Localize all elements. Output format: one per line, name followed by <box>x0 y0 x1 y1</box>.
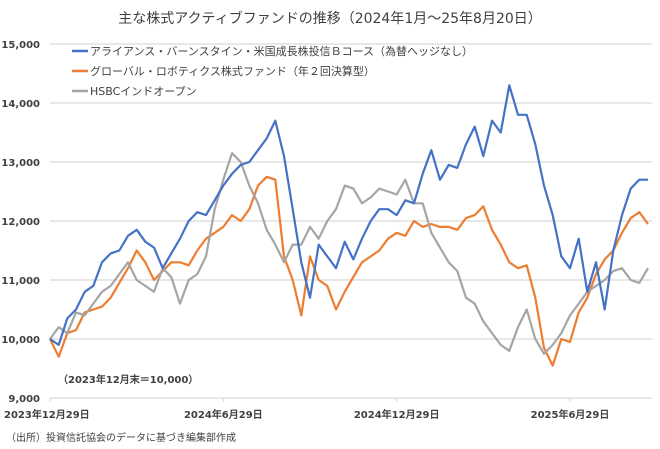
chart-title: 主な株式アクティブファンドの推移（2024年1月～25年8月20日） <box>118 11 542 27</box>
y-tick-label: 9,000 <box>8 394 40 405</box>
x-tick-label: 2024年12月29日 <box>354 408 440 421</box>
legend-label: HSBCインドオープン <box>90 85 197 98</box>
y-tick-label: 10,000 <box>1 335 40 346</box>
series-line-1 <box>49 84 648 346</box>
y-tick-label: 15,000 <box>1 40 40 51</box>
y-tick-label: 11,000 <box>1 276 40 287</box>
y-tick-label: 14,000 <box>1 99 40 110</box>
source-note: （出所）投資信託協会のデータに基づき編集部作成 <box>6 433 236 444</box>
x-tick-label: 2024年6月29日 <box>184 408 263 421</box>
series-line-2 <box>49 175 649 367</box>
legend-label: アライアンス・バーンスタイン・米国成長株投信Ｂコース（為替ヘッジなし） <box>90 44 473 58</box>
series-line-3 <box>49 152 649 355</box>
legend-label: グローバル・ロボティクス株式ファンド（年２回決算型） <box>90 64 375 78</box>
y-tick-label: 12,000 <box>1 217 40 228</box>
baseline-annotation: （2023年12月末＝10,000） <box>58 373 198 386</box>
y-tick-label: 13,000 <box>1 158 40 169</box>
x-tick-label: 2025年6月29日 <box>531 408 610 421</box>
x-tick-label: 2023年12月29日 <box>4 408 90 421</box>
